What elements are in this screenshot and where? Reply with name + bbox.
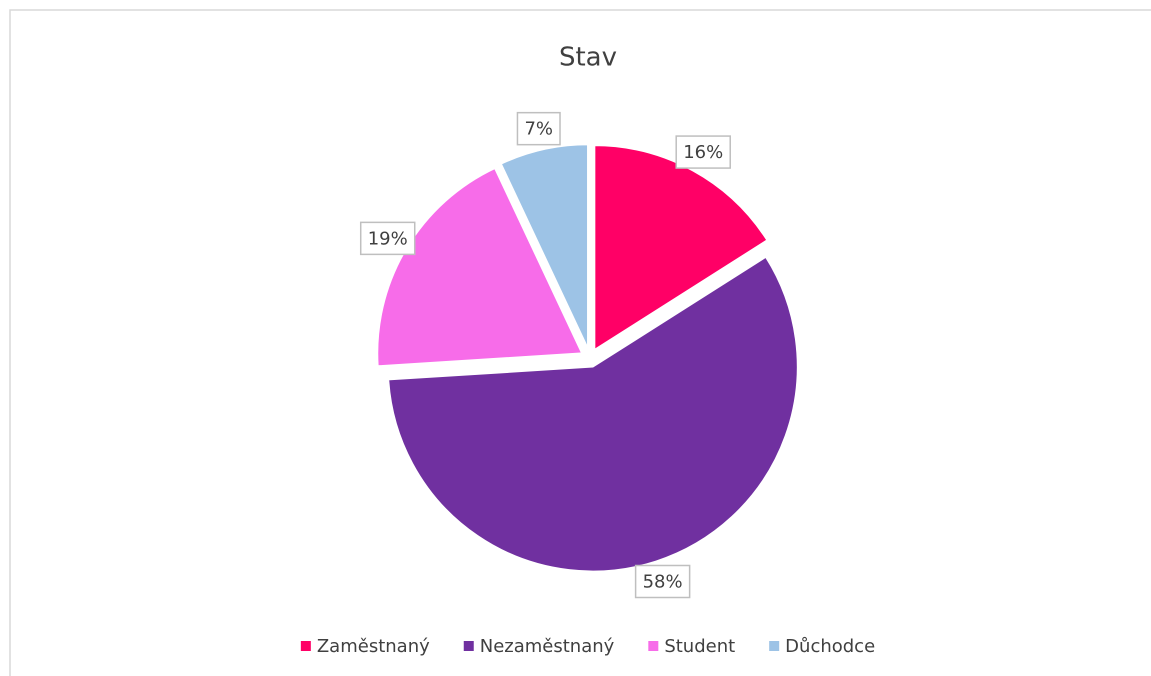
legend-label: Student xyxy=(664,636,735,657)
legend-swatch xyxy=(648,641,659,651)
data-label: 58% xyxy=(643,571,683,592)
chart-title: Stav xyxy=(559,43,617,73)
legend-swatch xyxy=(300,641,311,651)
data-label-box xyxy=(675,135,731,169)
pie-slice xyxy=(499,143,590,350)
chart-frame xyxy=(9,9,1151,676)
pie-slice xyxy=(387,255,799,573)
data-label: 19% xyxy=(368,228,408,249)
legend-swatch xyxy=(463,641,474,651)
pie-slice xyxy=(593,144,769,352)
legend-label: Důchodce xyxy=(785,636,875,657)
legend-label: Zaměstnaný xyxy=(317,636,430,657)
legend-label: Nezaměstnaný xyxy=(480,636,615,657)
data-label-box xyxy=(359,221,416,256)
data-label-box xyxy=(516,111,561,146)
data-label: 16% xyxy=(683,142,723,163)
data-label: 7% xyxy=(524,119,553,140)
legend-swatch xyxy=(769,641,780,651)
data-label-box xyxy=(634,564,691,599)
